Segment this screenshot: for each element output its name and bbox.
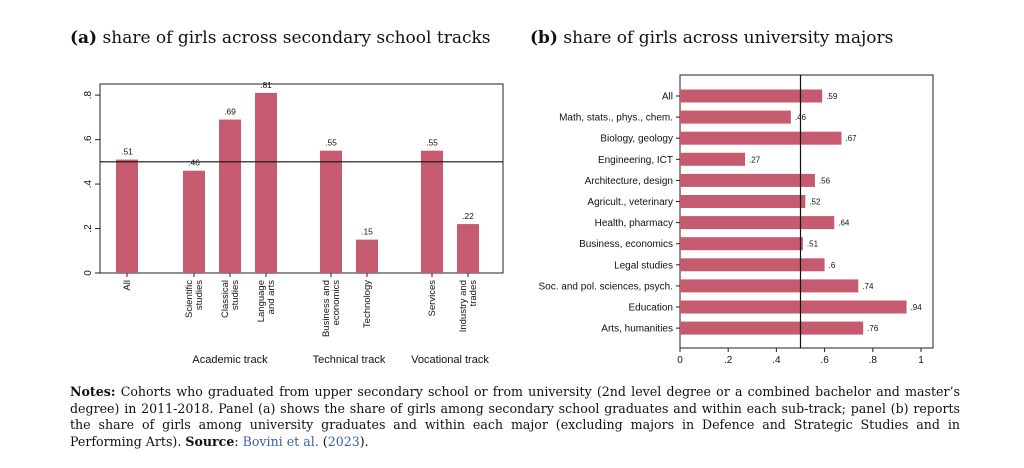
bar-b xyxy=(680,152,746,166)
x-tick-label-a: All xyxy=(122,280,133,291)
y-tick-label-b: Soc. and pol. sciences, psych. xyxy=(538,281,673,292)
bar-a xyxy=(320,150,342,273)
x-tick-label-b: 1 xyxy=(918,355,924,366)
bar-b xyxy=(680,173,815,187)
bar-value-label-b: .6 xyxy=(829,261,836,270)
y-tick-label-b: Arts, humanities xyxy=(601,324,673,335)
plot-frame-a xyxy=(99,83,504,274)
bar-value-label-a: .51 xyxy=(121,147,133,157)
y-tick-label-b: Architecture, design xyxy=(585,176,673,187)
x-tick-label-b: 0 xyxy=(677,355,683,366)
notes-lead: Notes: xyxy=(70,384,116,399)
x-tick-label-a: Business and xyxy=(321,280,332,337)
y-tick-label-b: Math, stats., phys., chem. xyxy=(559,113,673,124)
bar-value-label-b: .27 xyxy=(749,155,761,164)
panel-b-title-text: share of girls across university majors xyxy=(563,28,894,48)
bar-b xyxy=(680,131,842,145)
bar-value-label-a: .55 xyxy=(325,138,337,148)
x-tick-label-a: trades xyxy=(468,280,479,307)
source-label: Source xyxy=(185,433,235,449)
x-tick-label-a: and arts xyxy=(266,280,277,315)
bar-value-label-b: .56 xyxy=(819,176,831,185)
panel-a-title: (a) share of girls across secondary scho… xyxy=(70,28,491,48)
notes-text: Cohorts who graduated from upper seconda… xyxy=(70,384,960,449)
x-tick-label-a: studies xyxy=(230,280,241,310)
x-tick-label-b: .8 xyxy=(869,355,878,366)
plot-frame-b xyxy=(679,74,934,349)
y-tick-label-a: 0 xyxy=(83,270,94,276)
y-tick-label-a: .2 xyxy=(83,224,94,233)
x-tick-label-a: Classical xyxy=(220,280,231,318)
bar-value-label-a: .46 xyxy=(188,158,200,168)
bar-value-label-b: .64 xyxy=(838,219,850,228)
bar-b xyxy=(680,258,825,272)
group-label-a: Vocational track xyxy=(411,354,489,366)
y-tick-label-a: .4 xyxy=(83,179,94,188)
x-tick-label-a: Scientific xyxy=(184,280,195,318)
bar-value-label-a: .55 xyxy=(426,138,438,148)
bar-value-label-a: .15 xyxy=(361,227,373,237)
y-tick-label-b: Business, economics xyxy=(579,239,673,250)
bar-value-label-b: .51 xyxy=(807,240,819,249)
bar-b xyxy=(680,110,791,124)
y-tick-label-b: Education xyxy=(629,303,673,314)
group-label-a: Academic track xyxy=(192,354,268,366)
bar-a xyxy=(457,224,479,273)
panel-b-title: (b) share of girls across university maj… xyxy=(530,28,893,48)
group-label-a: Technical track xyxy=(313,354,386,366)
y-tick-label-a: .8 xyxy=(83,91,94,100)
bar-b xyxy=(680,321,864,335)
y-tick-label-b: Legal studies xyxy=(614,260,673,271)
bar-b xyxy=(680,195,806,208)
bar-a xyxy=(421,150,443,273)
x-tick-label-b: .6 xyxy=(820,355,829,366)
bar-a xyxy=(116,159,138,273)
y-tick-label-a: .6 xyxy=(83,135,94,144)
x-tick-label-a: economics xyxy=(331,280,342,326)
y-tick-label-b: Engineering, ICT xyxy=(598,155,673,166)
y-tick-label-b: Biology, geology xyxy=(600,134,673,145)
bar-value-label-b: .74 xyxy=(862,282,874,291)
source-citation[interactable]: Bovini et al. xyxy=(242,433,319,449)
bar-b xyxy=(680,89,823,103)
y-tick-label-b: Health, pharmacy xyxy=(595,218,673,229)
panel-b-label: (b) xyxy=(530,28,558,48)
panel-a-title-text: share of girls across secondary school t… xyxy=(102,28,491,48)
x-tick-label-a: Technology xyxy=(362,280,373,328)
bar-value-label-a: .69 xyxy=(224,107,236,117)
x-tick-label-a: Services xyxy=(427,280,438,317)
x-tick-label-a: Industry and xyxy=(458,280,469,332)
bar-value-label-a: .22 xyxy=(462,211,474,221)
x-tick-label-a: studies xyxy=(194,280,205,310)
panel-a-label: (a) xyxy=(70,28,98,48)
bar-value-label-b: .52 xyxy=(809,198,821,207)
bar-b xyxy=(680,300,907,314)
notes: Notes: Cohorts who graduated from upper … xyxy=(70,384,960,449)
bar-value-label-b: .76 xyxy=(867,324,879,333)
bar-a xyxy=(356,239,378,273)
y-tick-label-b: All xyxy=(662,92,673,103)
source-year[interactable]: 2023 xyxy=(327,433,360,449)
bar-value-label-a: .81 xyxy=(260,80,272,90)
bar-value-label-b: .94 xyxy=(911,303,923,312)
bar-b xyxy=(680,237,803,251)
bar-a xyxy=(219,119,241,273)
bar-value-label-b: .67 xyxy=(845,134,857,143)
bar-a xyxy=(255,92,277,273)
x-tick-label-a: Language xyxy=(256,280,267,322)
bar-a xyxy=(183,170,205,273)
bar-b xyxy=(680,279,859,293)
bar-value-label-b: .59 xyxy=(826,92,838,101)
bar-b xyxy=(680,216,835,230)
y-tick-label-b: Agricult., veterinary xyxy=(587,197,673,208)
x-tick-label-b: .2 xyxy=(724,355,733,366)
x-tick-label-b: .4 xyxy=(772,355,781,366)
